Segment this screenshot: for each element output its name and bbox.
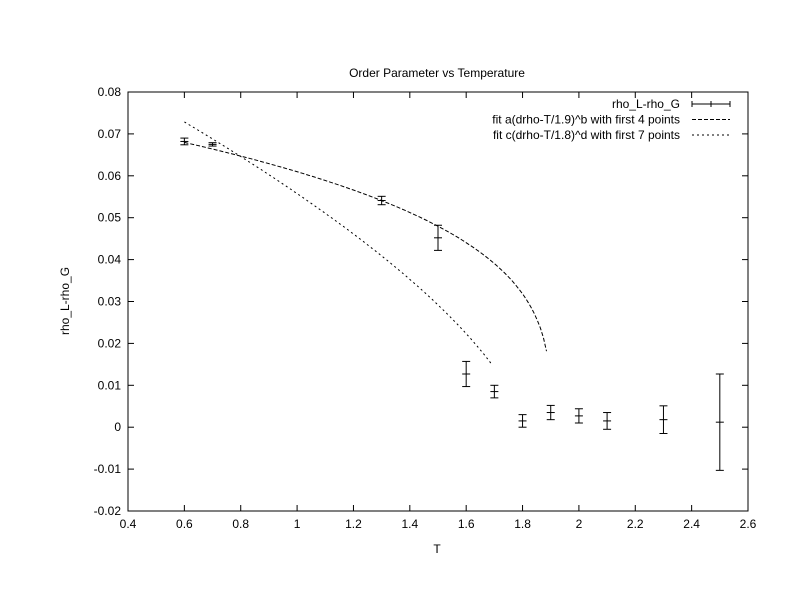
- y-tick-label: 0.08: [98, 85, 122, 99]
- x-tick-label: 0.4: [120, 517, 137, 531]
- plot-frame: [127, 91, 749, 512]
- errorbar-point: [603, 412, 612, 430]
- y-tick-label: 0.01: [98, 378, 122, 392]
- legend-label: fit a(drho-T/1.9)^b with first 4 points: [492, 113, 680, 127]
- y-tick-label: 0.03: [98, 295, 122, 309]
- y-tick-label: 0.02: [98, 336, 122, 350]
- x-tick-label: 1: [294, 517, 301, 531]
- errorbar-point: [462, 360, 471, 388]
- x-tick-label: 2.2: [627, 517, 644, 531]
- x-tick-label: 0.6: [176, 517, 193, 531]
- x-tick-label: 1.2: [345, 517, 362, 531]
- errorbar-point: [208, 142, 217, 147]
- y-tick-label: 0: [114, 420, 121, 434]
- errorbar-point: [574, 408, 583, 424]
- y-tick-label: 0.05: [98, 211, 122, 225]
- x-tick-label: 1.6: [458, 517, 475, 531]
- legend-label: fit c(drho-T/1.8)^d with first 7 points: [493, 128, 680, 142]
- x-axis-label: T: [433, 542, 441, 556]
- errorbar-point: [518, 414, 527, 428]
- y-tick-label: 0.06: [98, 169, 122, 183]
- errorbar-point: [180, 137, 189, 146]
- errorbar-point: [659, 405, 668, 434]
- x-tick-label: 2: [576, 517, 583, 531]
- legend-label: rho_L-rho_G: [612, 97, 680, 111]
- y-axis-label: rho_L-rho_G: [58, 267, 72, 335]
- x-tick-label: 1.8: [514, 517, 531, 531]
- x-tick-label: 0.8: [232, 517, 249, 531]
- x-tick-label: 2.4: [683, 517, 700, 531]
- fit-curve: [184, 141, 547, 352]
- errorbar-point: [434, 224, 442, 251]
- errorbar-point: [715, 373, 724, 471]
- x-tick-label: 2.6: [740, 517, 757, 531]
- y-tick-label: 0.04: [98, 253, 122, 267]
- errorbar-point: [490, 384, 499, 399]
- y-tick-label: 0.07: [98, 127, 122, 141]
- y-tick-label: -0.01: [94, 462, 122, 476]
- errorbar-point: [546, 404, 555, 421]
- chart-title: Order Parameter vs Temperature: [349, 66, 525, 80]
- y-tick-label: -0.02: [94, 504, 122, 518]
- fit-curve: [184, 121, 492, 365]
- x-tick-label: 1.4: [401, 517, 418, 531]
